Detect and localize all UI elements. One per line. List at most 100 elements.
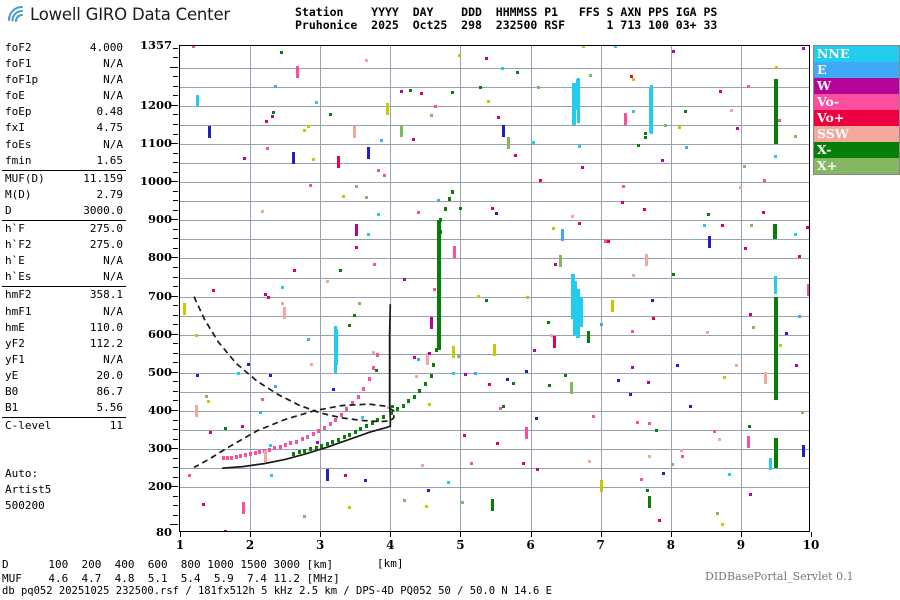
noise-speckle (604, 239, 608, 243)
noise-speckle (306, 338, 310, 342)
x-tick-label-6: 6 (526, 538, 535, 552)
param-group-4: C-level 11 (2, 418, 126, 435)
echo-point (450, 189, 454, 194)
param-value: N/A (103, 137, 123, 151)
noise-speckle (487, 99, 491, 103)
noise-speckle (712, 429, 716, 433)
echo-point (351, 401, 354, 406)
noise-speckle (195, 404, 199, 417)
noise-speckle (372, 350, 376, 354)
noise-speckle (223, 530, 227, 531)
interference-column (570, 273, 575, 320)
param-value: 11 (109, 419, 123, 433)
y-tick (170, 410, 178, 411)
param-key: C-level (5, 419, 52, 433)
echo-point (325, 441, 329, 446)
h-gridline (180, 487, 809, 489)
noise-speckle (648, 455, 652, 459)
echo-point (372, 366, 375, 371)
x-tick (530, 532, 532, 537)
echo-point (362, 386, 366, 391)
noise-speckle (432, 288, 436, 292)
noise-speckle (681, 455, 684, 459)
param-key: fxI (5, 121, 25, 135)
noise-speckle (456, 355, 460, 359)
legend-item-label: Vo+ (817, 110, 845, 125)
echo-column (773, 437, 778, 469)
legend-item-label: W (817, 78, 832, 93)
noise-speckle (436, 198, 440, 202)
noise-speckle (802, 46, 806, 50)
noise-speckle (499, 407, 502, 411)
noise-speckle (801, 410, 804, 414)
legend-item-x[interactable]: X+ (814, 158, 899, 174)
y-tick (170, 371, 178, 373)
noise-speckle (399, 89, 403, 93)
noise-speckle (560, 228, 564, 241)
y-tick-label-1000: 1000 (139, 174, 172, 189)
noise-speckle (778, 344, 782, 348)
param-row-b1: B1 5.56 (2, 400, 126, 416)
noise-speckle (747, 436, 751, 449)
noise-speckle (708, 236, 712, 249)
param-value: N/A (103, 73, 123, 87)
param-value: N/A (103, 304, 123, 318)
y-tick (173, 352, 178, 354)
y-tick (173, 57, 178, 59)
noise-speckle (773, 154, 777, 158)
noise-speckle (632, 78, 636, 81)
echo-point (243, 453, 247, 458)
y-tick (173, 171, 178, 173)
noise-speckle (532, 140, 536, 144)
echo-point (447, 197, 451, 202)
noise-speckle (274, 385, 278, 389)
y-tick-label-900: 900 (147, 212, 172, 227)
noise-speckle (367, 147, 371, 159)
legend-item-e[interactable]: E (814, 62, 899, 78)
noise-speckle (632, 109, 636, 113)
ionogram-plot-area[interactable] (179, 45, 810, 532)
echo-point (435, 347, 439, 352)
x-tick-label-4: 4 (386, 538, 395, 552)
legend-item-label: SSW (817, 126, 849, 141)
noise-speckle (647, 380, 651, 384)
header-line-1: Station YYYY DAY DDD HHMMSS P1 FFS S AXN… (295, 5, 718, 19)
v-gridline (460, 46, 462, 531)
legend-item-vo[interactable]: Vo- (814, 94, 899, 110)
legend-item-x[interactable]: X- (814, 142, 899, 158)
noise-speckle (512, 381, 516, 385)
noise-speckle (207, 399, 211, 403)
y-tick (170, 448, 178, 450)
noise-speckle (302, 514, 306, 518)
brand-logo: Lowell GIRO Data Center (6, 4, 230, 24)
auto-line-1: Artist5 (5, 483, 52, 497)
param-row-foes: foEs N/A (2, 137, 126, 153)
h-gridline (180, 144, 809, 145)
x-tick (740, 532, 742, 537)
muf-row: MUF 4.6 4.7 4.8 5.1 5.4 5.9 7.4 11.2 [MH… (2, 571, 340, 585)
param-key: fmin (5, 153, 32, 167)
interference-column (649, 86, 654, 133)
x-tick (811, 532, 812, 537)
noise-speckle (348, 323, 352, 327)
noise-speckle (266, 146, 270, 150)
legend-item-nne[interactable]: NNE (814, 46, 899, 62)
param-value: 86.7 (96, 384, 124, 398)
noise-speckle (363, 479, 367, 483)
legend-item-ssw[interactable]: SSW (814, 126, 899, 142)
legend-item-w[interactable]: W (814, 78, 899, 94)
noise-speckle (352, 314, 356, 318)
noise-speckle (706, 212, 710, 216)
noise-speckle (360, 415, 364, 419)
y-tick-label-500: 500 (147, 364, 172, 379)
legend-item-vo[interactable]: Vo+ (814, 110, 899, 126)
y-tick (173, 95, 178, 97)
noise-speckle (743, 165, 747, 169)
noise-speckle (208, 430, 212, 434)
y-tick (170, 219, 178, 221)
header-line-2: Pruhonice 2025 Oct25 298 232500 RSF 1 71… (295, 18, 718, 32)
y-tick (173, 495, 178, 497)
noise-speckle (260, 210, 264, 214)
echo-point (328, 421, 332, 426)
h-gridline (180, 105, 809, 107)
